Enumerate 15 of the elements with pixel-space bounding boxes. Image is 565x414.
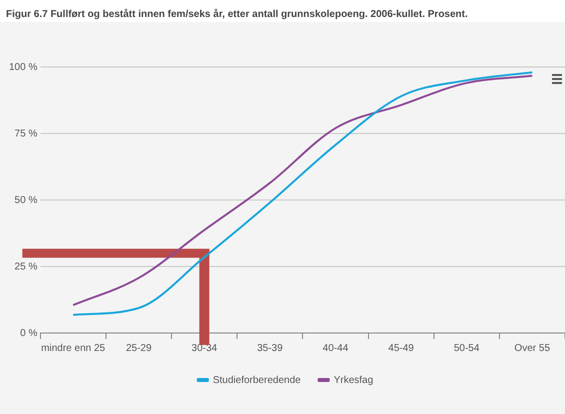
y-tick-label: 75 % <box>14 128 38 140</box>
x-tick-label: 45-49 <box>388 342 414 354</box>
y-tick-label: 50 % <box>14 194 38 206</box>
y-tick-label: 100 % <box>8 62 38 73</box>
x-tick-label: mindre enn 25 <box>41 342 106 354</box>
x-tick-label: 40-44 <box>322 342 349 354</box>
chart-title: Figur 6.7 Fullført og bestått innen fem/seks år, etter antall grunnskolepoeng. 2006-kullet. Prosent. <box>6 8 468 20</box>
x-tick-label: 50-54 <box>454 342 480 354</box>
legend-label: Yrkesfag <box>334 374 374 386</box>
y-tick-label: 0 % <box>20 328 38 339</box>
x-tick-label: Over 55 <box>514 342 550 354</box>
x-tick-label: 25-29 <box>126 342 152 354</box>
x-tick-label: 35-39 <box>257 342 284 354</box>
legend-label: Studieforberedende <box>212 374 302 386</box>
y-tick-label: 25 % <box>14 261 38 272</box>
